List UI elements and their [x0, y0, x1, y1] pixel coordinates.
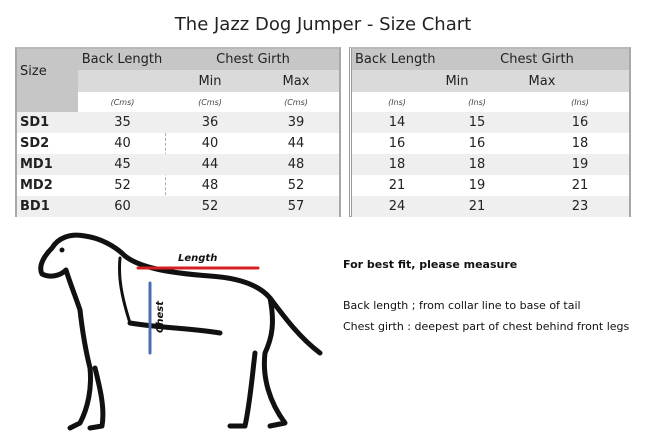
back-length-cell: 18	[388, 157, 406, 172]
chest-max-cell: 52	[287, 178, 305, 193]
unit-row: (Cms) (Cms) (Cms)	[17, 92, 339, 112]
min-header: Min	[445, 73, 469, 89]
dog-illustration: Length Chest	[38, 232, 323, 431]
chest-min-cell: 19	[468, 178, 486, 193]
table-row: 18 18 19	[352, 154, 629, 175]
back-length-cell: 35	[114, 115, 131, 130]
table-row: 24 21 23	[352, 196, 629, 217]
chest-min-cell: 36	[201, 115, 219, 130]
back-length-cell: 24	[388, 199, 406, 214]
unit-label: (Cms)	[110, 97, 135, 107]
chest-max-cell: 18	[571, 136, 589, 151]
chest-min-cell: 52	[201, 199, 219, 214]
max-header: Max	[528, 73, 556, 89]
table-row: SD1 35 36 39	[17, 112, 339, 133]
back-length-cell: 40	[114, 136, 131, 151]
header-row: Back Length Chest Girth	[17, 49, 339, 70]
unit-label: (Ins)	[468, 97, 486, 107]
min-header: Min	[198, 73, 222, 89]
header-row: Back Length Chest Girth	[352, 49, 629, 70]
size-cell: MD2	[20, 178, 53, 193]
unit-label: (Ins)	[571, 97, 589, 107]
unit-label: (Cms)	[284, 97, 308, 107]
dog-outline	[38, 232, 323, 431]
chest-min-cell: 15	[468, 115, 486, 130]
chest-min-cell: 40	[201, 136, 219, 151]
back-length-header: Back Length	[355, 52, 436, 67]
chest-max-cell: 19	[571, 157, 589, 172]
subheader-row: Min Max	[352, 70, 629, 92]
back-length-cell: 16	[388, 136, 406, 151]
chest-max-cell: 44	[287, 136, 305, 151]
fit-heading: For best fit, please measure	[343, 258, 518, 271]
size-cell: BD1	[20, 199, 50, 214]
back-length-cell: 14	[388, 115, 406, 130]
chest-min-cell: 18	[468, 157, 486, 172]
back-length-cell: 21	[388, 178, 406, 193]
size-cell: SD2	[20, 136, 50, 151]
chest-min-cell: 16	[468, 136, 486, 151]
back-length-header: Back Length	[81, 52, 163, 67]
chest-girth-header: Chest Girth	[500, 52, 574, 67]
back-length-note: Back length ; from collar line to base o…	[343, 299, 581, 312]
unit-label: (Cms)	[198, 97, 222, 107]
page-title: The Jazz Dog Jumper - Size Chart	[174, 14, 472, 35]
chest-girth-header: Chest Girth	[216, 52, 290, 67]
length-label: Length	[178, 253, 217, 264]
chest-max-cell: 21	[571, 178, 589, 193]
subheader-row: Min Max	[17, 70, 339, 92]
unit-label: (Ins)	[388, 97, 406, 107]
max-header: Max	[282, 73, 310, 89]
table-row: SD2 40 40 44	[17, 133, 339, 154]
chest-min-cell: 21	[468, 199, 486, 214]
size-table-ins: Back Length Chest Girth Min Max (Ins) (I…	[349, 47, 631, 217]
table-row: 16 16 18	[352, 133, 629, 154]
chest-girth-note: Chest girth : deepest part of chest behi…	[343, 320, 630, 333]
back-length-cell: 60	[114, 199, 131, 214]
unit-row: (Ins) (Ins) (Ins)	[352, 92, 629, 112]
size-header: Size	[20, 64, 47, 79]
chest-max-cell: 48	[287, 157, 305, 172]
size-cell: SD1	[20, 115, 50, 130]
table-row: MD2 52 48 52	[17, 175, 339, 196]
table-row: MD1 45 44 48	[17, 154, 339, 175]
chest-max-cell: 16	[571, 115, 589, 130]
chest-label: Chest	[155, 300, 166, 333]
chest-min-cell: 48	[201, 178, 219, 193]
chest-max-cell: 57	[287, 199, 305, 214]
size-cell: MD1	[20, 157, 53, 172]
table-row: BD1 60 52 57	[17, 196, 339, 217]
chest-max-cell: 39	[287, 115, 305, 130]
chest-min-cell: 44	[201, 157, 219, 172]
table-row: 21 19 21	[352, 175, 629, 196]
size-header-cell: Size	[17, 49, 78, 112]
table-row: 14 15 16	[352, 112, 629, 133]
chest-max-cell: 23	[571, 199, 589, 214]
size-table-cms: Back Length Chest Girth Size Min Max (Cm…	[15, 47, 341, 217]
back-length-cell: 45	[114, 157, 131, 172]
back-length-cell: 52	[114, 178, 131, 193]
